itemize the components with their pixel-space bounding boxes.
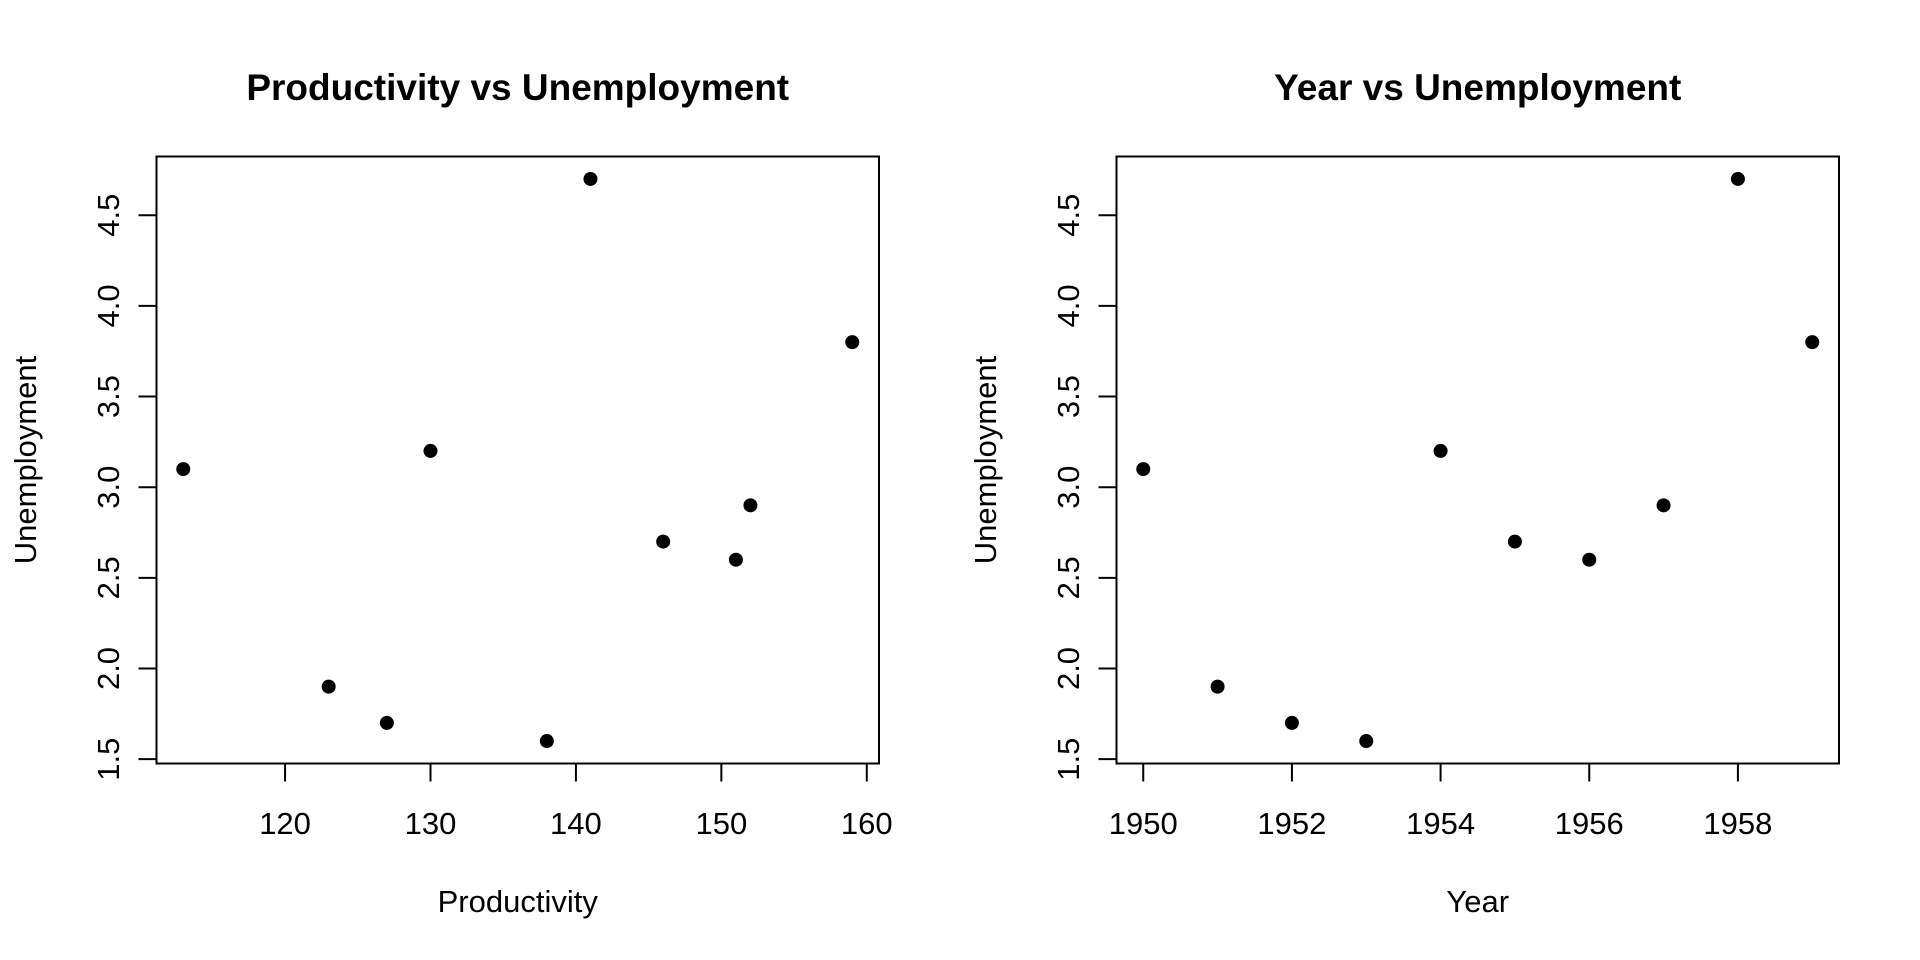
data-point [321,679,336,694]
x-tick-label: 1950 [1109,806,1178,841]
y-tick-label: 1.5 [91,738,126,781]
data-point [1359,734,1374,749]
data-point [379,715,394,730]
y-tick-label: 2.0 [1051,647,1086,690]
data-point [656,534,671,549]
data-point [1433,443,1448,458]
plot-title: Year vs Unemployment [1274,67,1681,108]
data-point [1730,171,1745,186]
x-tick-label: 1958 [1703,806,1772,841]
plot-box [1115,155,1840,765]
y-tick-label: 4.5 [91,194,126,237]
y-tick-label: 2.5 [1051,556,1086,599]
data-point [423,443,438,458]
data-point [728,552,743,567]
y-tick-label: 3.0 [91,466,126,509]
data-point [583,171,598,186]
y-tick-label: 2.5 [91,556,126,599]
x-tick-label: 120 [259,806,311,841]
scatter-plot-productivity-vs-unemployment: 120 130 140 150 160 1.5 2.0 2.5 3.0 3.5 4.0 4.5 Prod… [8,67,893,919]
x-axis-label: Productivity [438,884,599,919]
data-point [1507,534,1522,549]
y-tick-label: 4.0 [91,284,126,327]
data-point [1284,715,1299,730]
y-tick-label: 3.5 [1051,375,1086,418]
data-point [845,335,860,350]
y-tick-label: 4.0 [1051,284,1086,327]
x-tick-label: 1954 [1406,806,1475,841]
plot-box [155,155,880,765]
y-axis-label: Unemployment [8,355,43,564]
x-axis-label: Year [1446,884,1509,919]
data-point [176,462,191,477]
x-tick-label: 1956 [1555,806,1624,841]
scatter-plot-year-vs-unemployment: 1950 1952 1954 1956 1958 1.5 2.0 2.5 3.0 3.5 4.0 4.… [960,0,1920,960]
y-axis-label: Unemployment [968,355,1003,564]
x-tick-label: 160 [841,806,893,841]
scatter-plot-svg-right: 1950 1952 1954 1956 1958 1.5 2.0 2.5 3.0 3.5 4.0 4.… [968,67,1840,919]
data-point [743,498,758,513]
y-tick-label: 4.5 [1051,194,1086,237]
y-tick-label: 1.5 [1051,738,1086,781]
data-point [539,734,554,749]
y-tick-label: 2.0 [91,647,126,690]
y-tick-label: 3.0 [1051,466,1086,509]
data-point [1805,335,1820,350]
plot-title: Productivity vs Unemployment [246,67,789,108]
x-tick-label: 1952 [1257,806,1326,841]
x-tick-label: 150 [695,806,747,841]
data-point [1136,462,1151,477]
data-point [1656,498,1671,513]
x-tick-label: 130 [405,806,457,841]
y-tick-label: 3.5 [91,375,126,418]
scatter-plot-svg-left: 120 130 140 150 160 1.5 2.0 2.5 3.0 3.5 4.0 4.5 Prod… [8,67,893,919]
data-point [1210,679,1225,694]
x-tick-label: 140 [550,806,602,841]
data-point [1582,552,1597,567]
